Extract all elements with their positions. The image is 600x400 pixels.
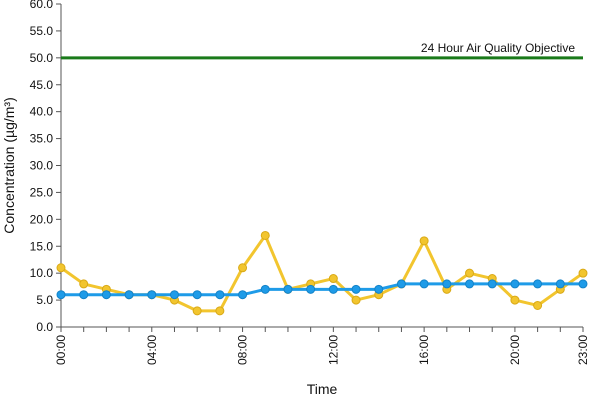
series-2-point [283, 284, 293, 294]
series-1 [56, 230, 588, 316]
y-tick-label: 0.0 [36, 320, 53, 334]
x-tick-label: 16:00 [417, 335, 431, 365]
series-2-point [555, 279, 565, 289]
series-2-point [306, 284, 316, 294]
x-tick-label: 12:00 [326, 335, 340, 365]
y-tick-label: 40.0 [30, 105, 54, 119]
y-tick-label: 50.0 [30, 51, 54, 65]
x-tick-label: 08:00 [236, 335, 250, 365]
series-1-point [79, 279, 89, 289]
objective-line-group: 24 Hour Air Quality Objective [61, 41, 583, 60]
series-1-point [238, 263, 248, 273]
y-tick-label: 15.0 [30, 239, 54, 253]
series-2-point [147, 290, 157, 300]
series-1-point [578, 268, 588, 278]
series-2-point [396, 279, 406, 289]
series-2-point [215, 290, 225, 300]
series-2-point [124, 290, 134, 300]
y-tick-label: 55.0 [30, 24, 54, 38]
y-tick-label: 5.0 [36, 293, 53, 307]
series-2-point [238, 290, 248, 300]
series-2-point [442, 279, 452, 289]
series-2-point [487, 279, 497, 289]
y-axis-title: Concentration (µg/m³) [1, 97, 17, 233]
y-tick-label: 30.0 [30, 159, 54, 173]
x-axis-title: Time [307, 381, 338, 397]
series-1-point [328, 274, 338, 284]
series-2-point [79, 290, 89, 300]
series-1-point [215, 306, 225, 316]
series-1-point [192, 306, 202, 316]
series-1-point [260, 230, 270, 240]
x-tick-label: 20:00 [508, 335, 522, 365]
y-tick-label: 35.0 [30, 132, 54, 146]
series-2-point [374, 284, 384, 294]
series-2-point [192, 290, 202, 300]
series-2-point [56, 290, 66, 300]
x-axis-ticks: 00:00 04:00 08:00 12:00 16:00 20:00 23:00 [54, 327, 590, 365]
series-2-point [351, 284, 361, 294]
series-2-point [169, 290, 179, 300]
series-1-point [533, 300, 543, 310]
series-1-line [60, 233, 584, 313]
series-1-point [56, 263, 66, 273]
y-tick-label: 20.0 [30, 212, 54, 226]
series-2 [56, 279, 588, 300]
series-2-point [260, 284, 270, 294]
series-layer [56, 230, 588, 316]
series-2-point [328, 284, 338, 294]
series-2-point [465, 279, 475, 289]
x-tick-label: 23:00 [576, 335, 590, 365]
y-tick-label: 45.0 [30, 78, 54, 92]
objective-line-label: 24 Hour Air Quality Objective [421, 41, 575, 55]
series-1-point [465, 268, 475, 278]
series-2-point [533, 279, 543, 289]
series-1-point [351, 295, 361, 305]
y-tick-label: 60.0 [30, 0, 54, 11]
series-2-point [510, 279, 520, 289]
y-axis-ticks: 0.0 5.0 10.0 15.0 20.0 25.0 30.0 35.0 40.0 45.0 50… [30, 0, 61, 334]
y-tick-label: 25.0 [30, 185, 54, 199]
series-2-point [578, 279, 588, 289]
series-2-point [101, 290, 111, 300]
series-1-point [510, 295, 520, 305]
y-tick-label: 10.0 [30, 266, 54, 280]
x-tick-label: 00:00 [54, 335, 68, 365]
x-tick-label: 04:00 [145, 335, 159, 365]
series-1-point [419, 236, 429, 246]
series-2-point [419, 279, 429, 289]
